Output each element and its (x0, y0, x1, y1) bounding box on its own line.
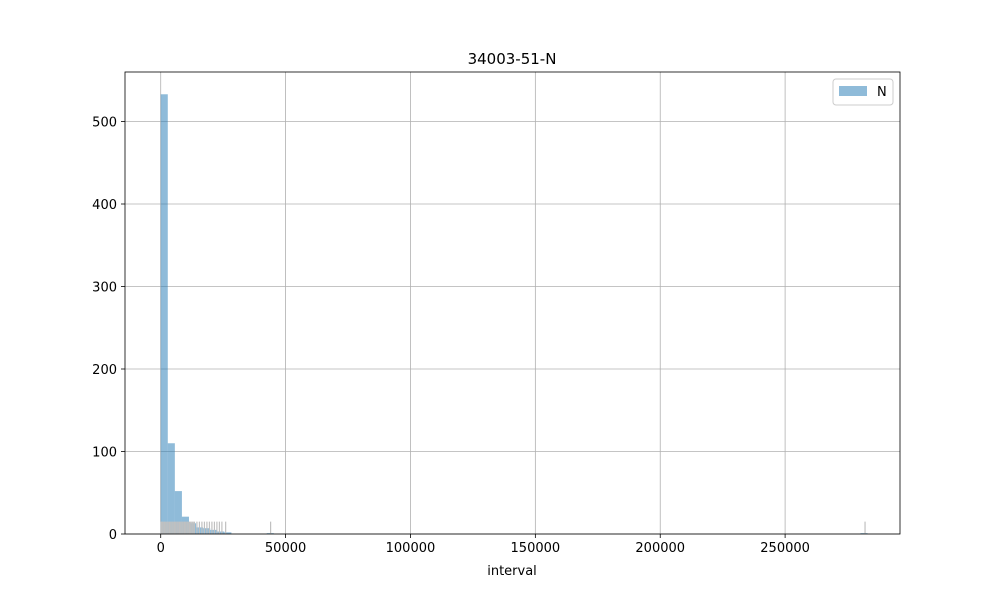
histogram-bar (174, 491, 182, 534)
chart-title: 34003-51-N (468, 50, 557, 68)
legend: N (832, 78, 894, 106)
y-tick-label: 400 (92, 198, 117, 213)
y-tick-label: 0 (109, 528, 117, 543)
y-tick-label: 100 (92, 446, 117, 461)
histogram-bar (860, 533, 868, 534)
histogram-bar (167, 443, 175, 534)
x-tick-label: 200000 (635, 541, 685, 556)
y-tick-label: 200 (92, 363, 117, 378)
x-tick-label: 0 (157, 541, 165, 556)
x-axis-label: interval (487, 564, 537, 579)
y-tick-label: 300 (92, 281, 117, 296)
histogram-bar (217, 531, 225, 534)
histogram-bar (210, 529, 218, 534)
x-tick-label: 250000 (760, 541, 810, 556)
x-tick-label: 50000 (265, 541, 306, 556)
rug-marks (160, 521, 866, 534)
x-axis: 0 50000 100000 150000 200000 250000 (157, 534, 810, 556)
histogram-bar (224, 532, 232, 534)
y-axis: 0 100 200 300 400 500 (92, 116, 125, 543)
histogram-bar (160, 94, 168, 535)
x-tick-label: 150000 (511, 541, 561, 556)
legend-swatch (839, 86, 867, 96)
legend-label: N (877, 85, 887, 100)
plot-frame (124, 71, 901, 535)
x-tick-label: 100000 (386, 541, 436, 556)
y-tick-label: 500 (92, 116, 117, 131)
plot-area (125, 72, 900, 534)
